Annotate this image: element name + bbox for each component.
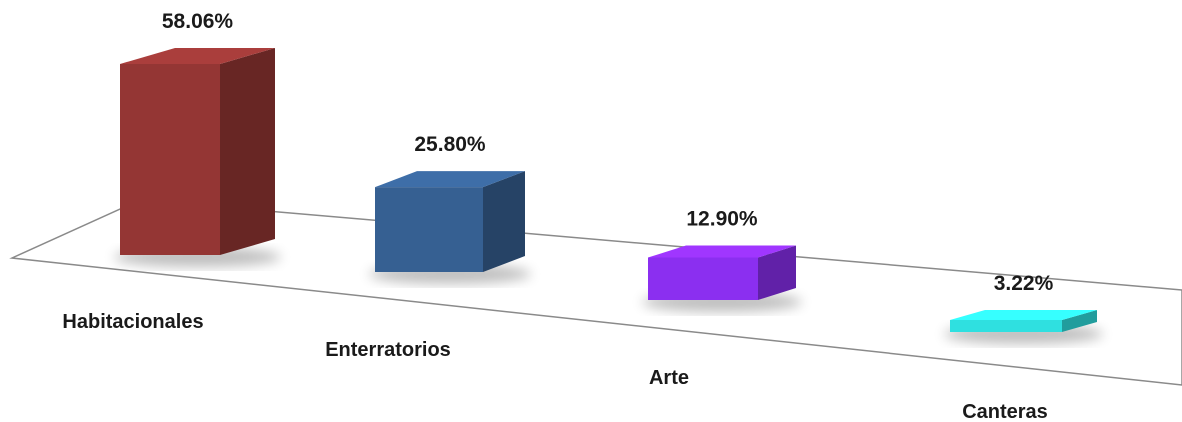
value-label: 58.06%: [162, 10, 234, 33]
value-label: 25.80%: [414, 133, 486, 156]
bar-front-face: [950, 320, 1062, 332]
bar-top-face: [120, 47, 275, 64]
bar-front-face: [648, 257, 758, 300]
value-label: 3.22%: [994, 272, 1054, 295]
bar-top-face: [375, 171, 525, 188]
chart-floor: [9, 199, 1182, 386]
bars-layer: [114, 47, 1103, 344]
bar-side-face: [220, 47, 275, 255]
bar-side-face: [1062, 310, 1097, 332]
bar-side-face: [483, 171, 525, 272]
category-label: Habitacionales: [62, 311, 203, 333]
bar-canteras: [944, 310, 1103, 344]
bar-front-face: [375, 187, 483, 272]
bar-side-face: [758, 245, 796, 300]
bar-enterratorios: [369, 171, 531, 284]
category-label: Enterratorios: [325, 339, 451, 361]
bar-front-face: [120, 63, 220, 255]
bar-habitacionales: [114, 47, 281, 267]
bar-top-face: [648, 245, 796, 258]
labels-layer: 58.06% Habitacionales 25.80% Enterratorios 1…: [62, 10, 1053, 422]
bar-arte: [642, 245, 802, 312]
value-label: 12.90%: [686, 208, 758, 231]
category-label: Canteras: [962, 401, 1048, 422]
category-label: Arte: [649, 367, 689, 389]
bar-top-face: [950, 310, 1097, 320]
